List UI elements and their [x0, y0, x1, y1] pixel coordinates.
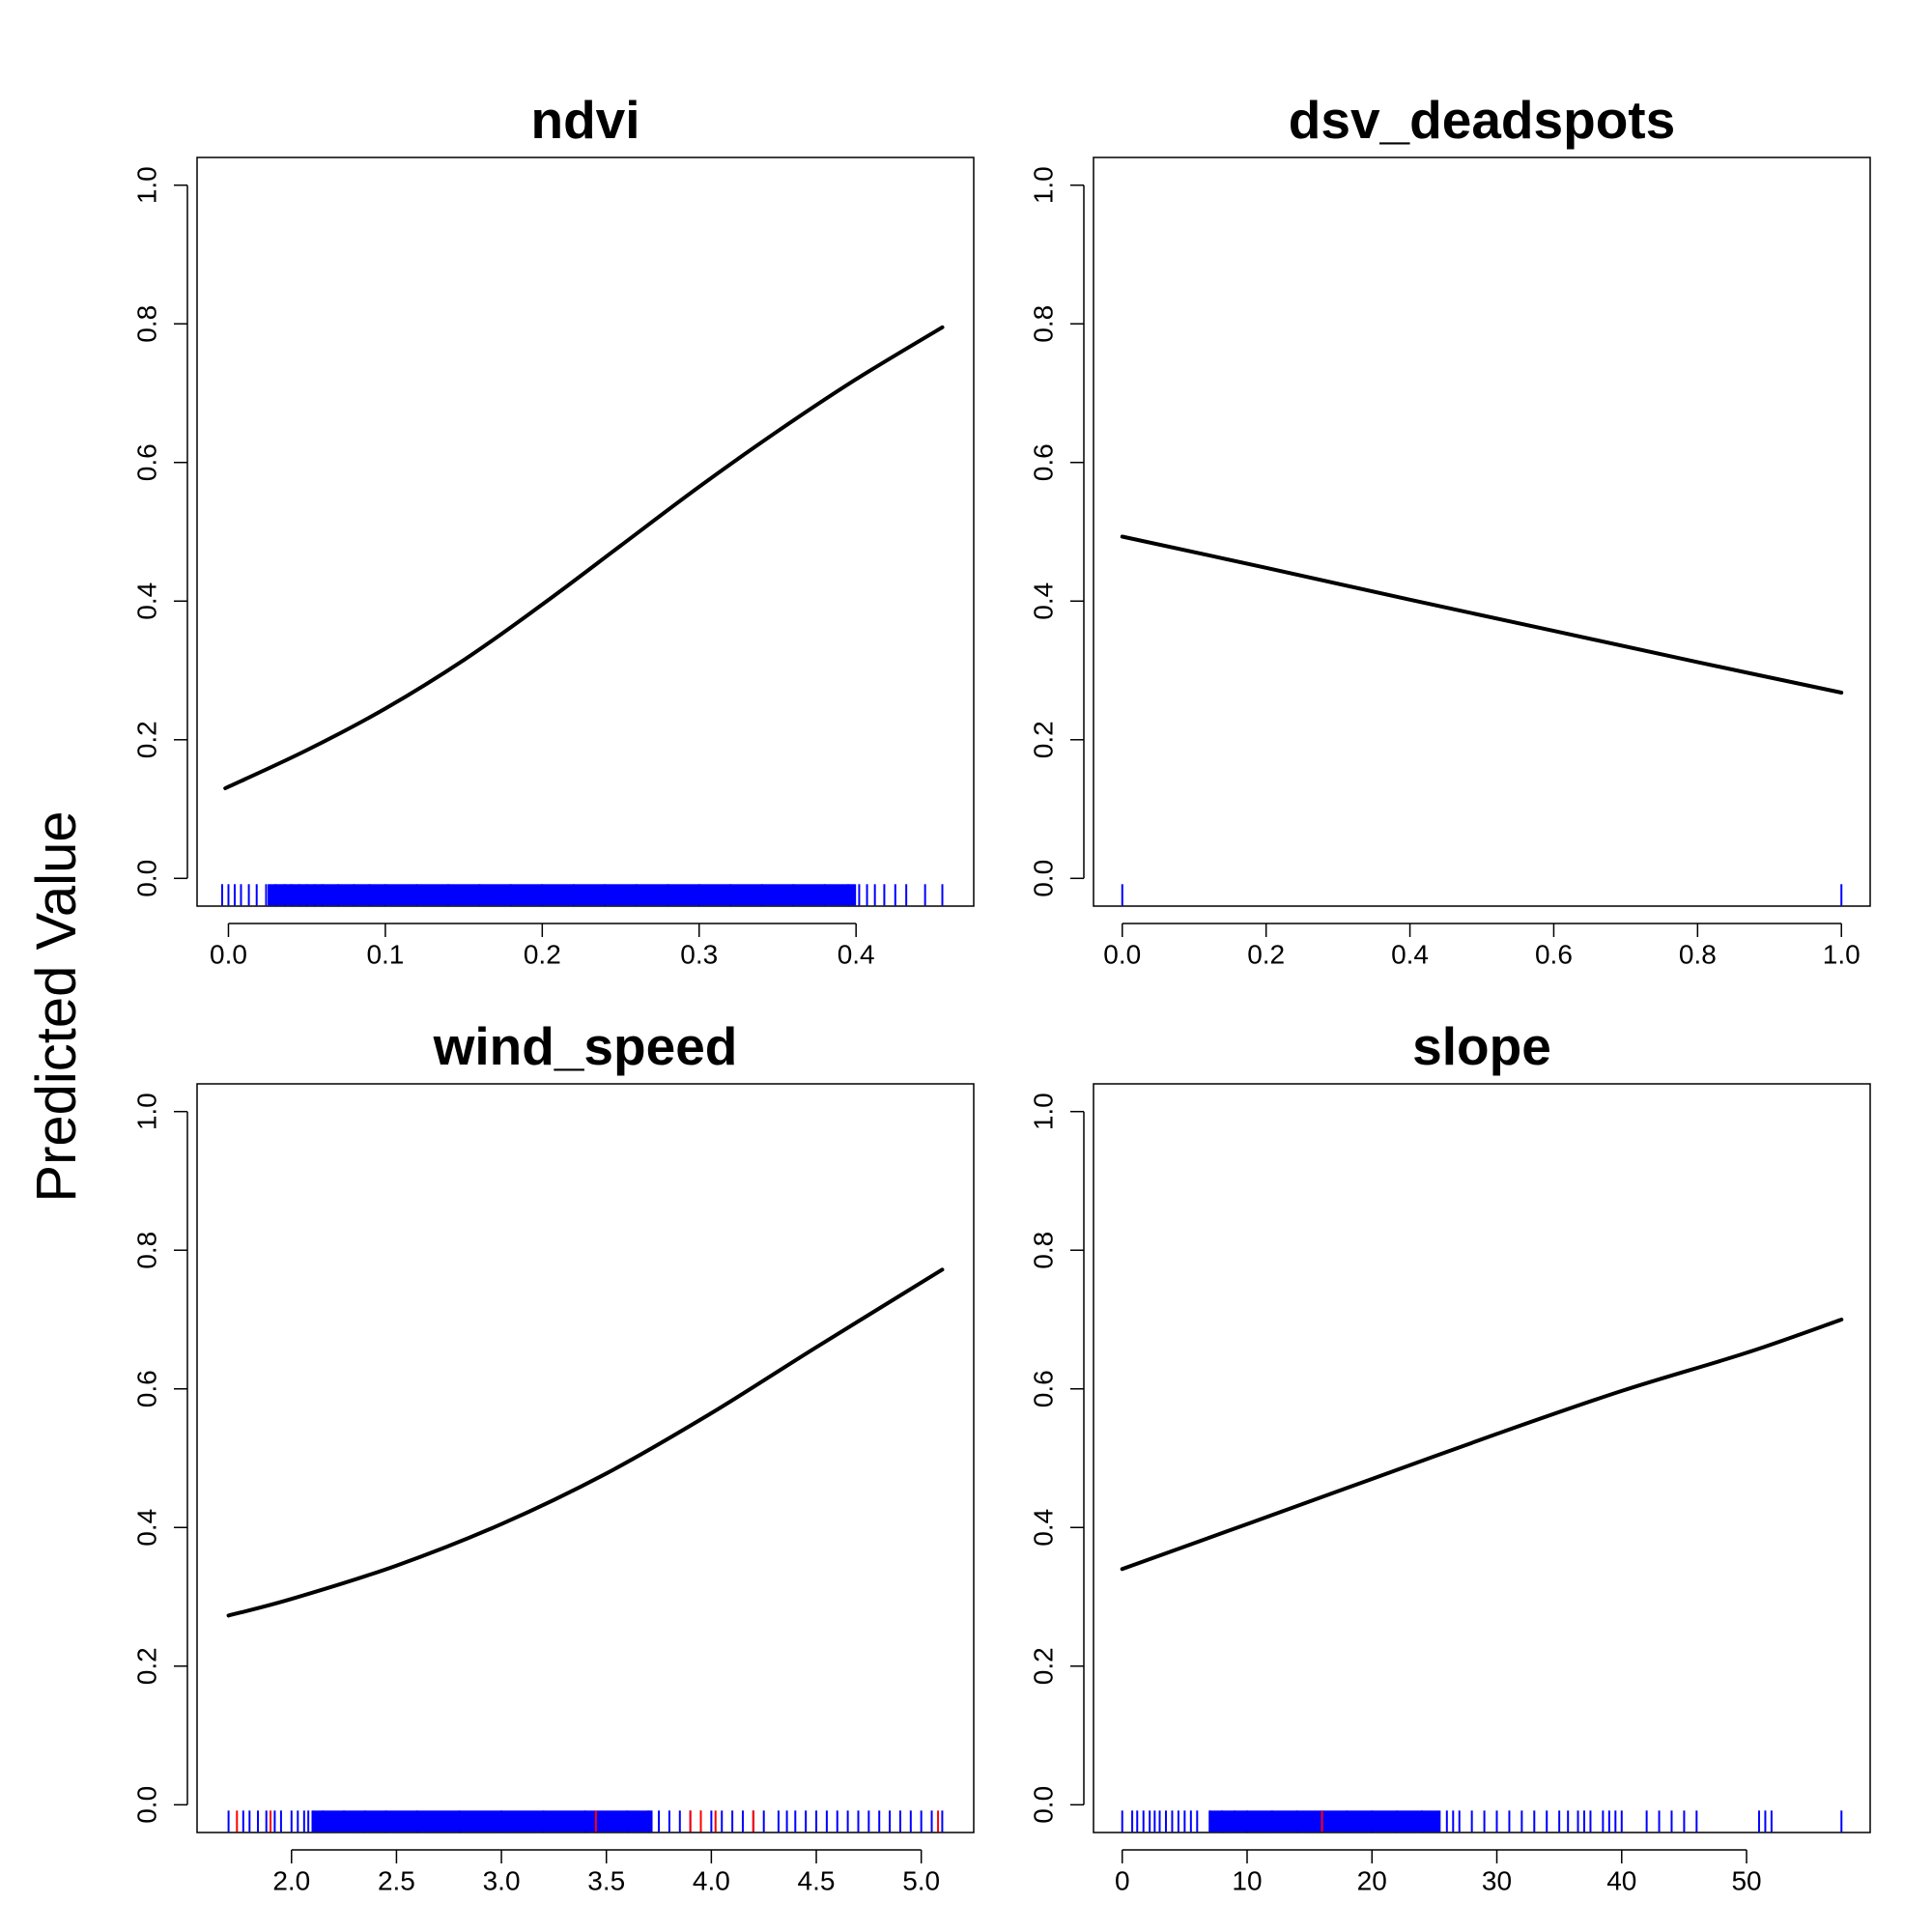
x-tick-label: 0.0 — [210, 939, 247, 969]
x-tick-label: 2.0 — [272, 1865, 310, 1895]
x-tick-label: 0.3 — [680, 939, 718, 969]
x-tick-label: 3.5 — [587, 1865, 625, 1895]
y-tick-label: 0.0 — [131, 1786, 161, 1824]
y-tick-label: 0.0 — [1028, 860, 1058, 897]
x-tick-label: 4.5 — [798, 1865, 836, 1895]
panel-title: slope — [1412, 1016, 1551, 1076]
y-tick-label: 0.2 — [131, 1647, 161, 1685]
x-tick-label: 0.4 — [1391, 939, 1429, 969]
y-tick-label: 0.0 — [131, 860, 161, 897]
plot-frame — [1093, 1083, 1871, 1833]
panel-title: ndvi — [530, 90, 639, 150]
y-tick-label: 0.2 — [131, 721, 161, 758]
y-tick-label: 0.6 — [1028, 443, 1058, 481]
plot-frame — [196, 1083, 975, 1833]
y-axis-label: Predicted Value — [25, 810, 88, 1202]
prediction-curve — [226, 1267, 945, 1618]
y-tick-label: 0.4 — [1028, 582, 1058, 620]
y-tick-label: 0.6 — [1028, 1370, 1058, 1407]
y-tick-label: 0.4 — [131, 1509, 161, 1547]
y-tick-label: 0.8 — [131, 305, 161, 343]
prediction-curve — [1120, 1318, 1844, 1572]
panel-wind-speed: wind_speed 2.0 2.5 3.0 3.5 4.0 4.5 5.0 0.0 0.2 0.4… — [131, 1016, 975, 1895]
x-tick-label: 30 — [1482, 1865, 1512, 1895]
y-tick-label: 0.6 — [131, 1370, 161, 1407]
x-tick-label: 40 — [1606, 1865, 1636, 1895]
x-tick-label: 0.4 — [838, 939, 875, 969]
y-tick-label: 1.0 — [1028, 1093, 1058, 1130]
y-tick-label: 0.8 — [1028, 305, 1058, 343]
x-tick-label: 2.5 — [378, 1865, 415, 1895]
y-tick-label: 0.8 — [1028, 1232, 1058, 1269]
plot-frame — [1093, 156, 1871, 907]
rug-band — [268, 884, 857, 906]
plot-frame — [196, 156, 975, 907]
panel-slope: slope 0 10 20 30 40 50 0.0 0.2 0.4 0.6 0.8 1.0 — [1028, 1016, 1871, 1895]
y-tick-label: 0.0 — [1028, 1786, 1058, 1824]
x-tick-label: 0.8 — [1679, 939, 1717, 969]
y-tick-label: 0.4 — [131, 582, 161, 620]
y-tick-label: 0.6 — [131, 443, 161, 481]
x-tick-label: 0.1 — [366, 939, 404, 969]
y-tick-label: 0.2 — [1028, 1647, 1058, 1685]
x-tick-label: 0.2 — [524, 939, 561, 969]
panel-ndvi: ndvi 0.0 0.1 0.2 0.3 0.4 0.0 0.2 0.4 0.6 0.8 1.0 — [131, 90, 975, 969]
y-tick-label: 1.0 — [131, 1093, 161, 1130]
panel-dsv-deadspots: dsv_deadspots 0.0 0.2 0.4 0.6 0.8 1.0 0.0 0.2 0.4… — [1028, 90, 1871, 969]
x-tick-label: 3.0 — [483, 1865, 521, 1895]
rug-band — [312, 1810, 653, 1833]
x-tick-label: 20 — [1357, 1865, 1387, 1895]
x-tick-label: 0.0 — [1103, 939, 1141, 969]
y-tick-label: 1.0 — [131, 166, 161, 204]
y-tick-label: 0.8 — [131, 1232, 161, 1269]
x-tick-label: 50 — [1731, 1865, 1761, 1895]
rug-band — [1209, 1810, 1441, 1833]
panel-title: dsv_deadspots — [1289, 90, 1675, 150]
x-tick-label: 0.6 — [1535, 939, 1573, 969]
x-tick-label: 5.0 — [902, 1865, 940, 1895]
prediction-curve — [223, 325, 945, 790]
y-tick-label: 0.4 — [1028, 1509, 1058, 1547]
x-tick-label: 10 — [1232, 1865, 1262, 1895]
x-tick-label: 0 — [1115, 1865, 1130, 1895]
y-tick-label: 1.0 — [1028, 166, 1058, 204]
x-tick-label: 0.2 — [1247, 939, 1285, 969]
panel-title: wind_speed — [433, 1016, 738, 1076]
x-tick-label: 4.0 — [693, 1865, 730, 1895]
y-tick-label: 0.2 — [1028, 721, 1058, 758]
x-tick-label: 1.0 — [1823, 939, 1861, 969]
prediction-curve — [1120, 534, 1844, 695]
